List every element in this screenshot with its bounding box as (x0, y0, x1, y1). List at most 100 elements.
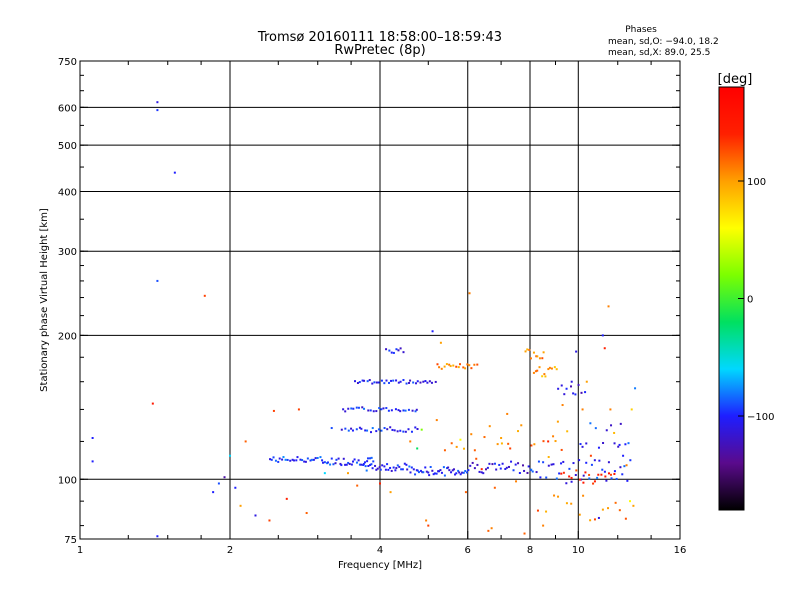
echo-point (570, 476, 573, 479)
echo-point (432, 473, 435, 476)
echo-point (538, 357, 541, 360)
echo-point (382, 407, 385, 410)
echo-point (378, 407, 381, 410)
y-axis-label: Stationary phase Virtual Height [km] (39, 208, 50, 392)
echo-point (293, 459, 296, 462)
echo-point (352, 407, 355, 410)
echo-point (299, 458, 302, 461)
scatter-point (91, 436, 94, 439)
echo-point (613, 442, 616, 445)
echo-point (347, 407, 350, 410)
scatter-point (212, 491, 215, 494)
echo-point (422, 380, 425, 383)
echo-point (450, 442, 453, 445)
echo-point (476, 463, 479, 466)
echo-point (538, 366, 541, 369)
echo-point (337, 457, 340, 460)
echo-point (443, 365, 446, 368)
echo-point (361, 406, 364, 409)
echo-point (535, 471, 538, 474)
scatter-point (416, 447, 419, 450)
scatter-point (632, 504, 635, 507)
echo-trace (385, 347, 405, 354)
echo-point (570, 502, 573, 505)
colorbar-label: [deg] (718, 72, 753, 87)
echo-point (407, 408, 410, 411)
x-tick-label: 16 (674, 545, 687, 556)
echo-point (397, 349, 400, 352)
echo-point (428, 474, 431, 477)
echo-point (390, 409, 393, 412)
echo-point (619, 422, 622, 425)
echo-point (609, 473, 612, 476)
echo-point (440, 367, 443, 370)
scatter-point (581, 408, 584, 411)
echo-point (428, 380, 431, 383)
echo-point (392, 379, 395, 382)
scatter-point (566, 430, 569, 433)
echo-point (514, 463, 517, 466)
echo-point (572, 462, 575, 465)
y-tick-label: 600 (58, 103, 77, 114)
echo-trace (269, 456, 322, 463)
echo-point (291, 458, 294, 461)
echo-point (388, 381, 391, 384)
echo-point (548, 366, 551, 369)
echo-point (553, 494, 556, 497)
echo-point (579, 443, 582, 446)
echo-point (377, 428, 380, 431)
echo-point (594, 427, 597, 430)
echo-point (589, 519, 592, 522)
scatter-point (268, 519, 271, 522)
echo-point (613, 470, 616, 473)
echo-point (526, 348, 529, 351)
echo-point (364, 465, 367, 468)
echo-point (376, 467, 379, 470)
echo-point (584, 391, 587, 394)
echo-point (589, 422, 592, 425)
x-tick-label: 8 (527, 545, 533, 556)
scatter-point (156, 109, 159, 112)
echo-point (584, 471, 587, 474)
x-tick-label: 10 (572, 545, 585, 556)
scatter-point (272, 409, 275, 412)
echo-point (350, 407, 353, 410)
echo-point (396, 464, 399, 467)
echo-point (367, 409, 370, 412)
echo-point (542, 351, 545, 354)
echo-point (357, 406, 360, 409)
echo-point (410, 430, 413, 433)
echo-point (380, 429, 383, 432)
scatter-point (609, 408, 612, 411)
echo-point (372, 460, 375, 463)
scatter-point (431, 330, 434, 333)
echo-point (565, 502, 568, 505)
echo-point (462, 447, 465, 450)
echo-point (363, 379, 366, 382)
echo-point (395, 379, 398, 382)
echo-trace (321, 456, 375, 467)
scatter-point (439, 341, 442, 344)
scatter-point (547, 440, 550, 443)
echo-point (507, 442, 510, 445)
echo-point (542, 440, 545, 443)
scatter-point (603, 347, 606, 350)
echo-point (568, 475, 571, 478)
echo-point (534, 370, 537, 373)
echo-point (605, 479, 608, 482)
scatter-point (487, 529, 490, 532)
colorbar-tick-label: 100 (747, 177, 766, 188)
echo-point (527, 465, 530, 468)
echo-point (427, 471, 430, 474)
scatter-point (305, 512, 308, 515)
echo-point (363, 407, 366, 410)
echo-point (422, 471, 425, 474)
y-tick-label: 100 (58, 475, 77, 486)
echo-point (437, 470, 440, 473)
echo-point (543, 373, 546, 376)
echo-point (555, 477, 558, 480)
echo-point (380, 379, 383, 382)
scatter-point (156, 279, 159, 282)
echo-point (391, 428, 394, 431)
phase-line-x: mean, sd,X: 89.0, 25.5 (608, 48, 710, 58)
